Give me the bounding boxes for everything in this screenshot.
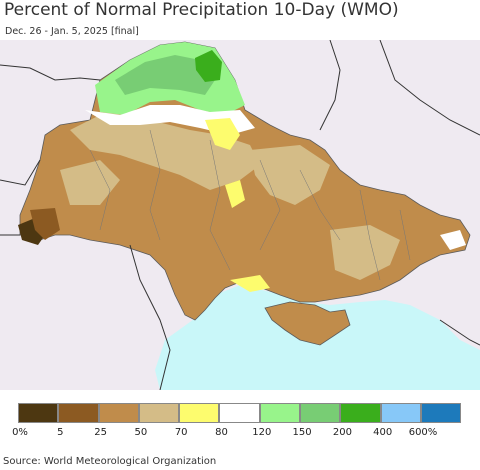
legend-swatch (179, 403, 220, 423)
legend-label: 80 (215, 427, 228, 438)
legend-swatch (98, 403, 139, 423)
legend-swatch (380, 403, 421, 423)
light-dry-area-north (70, 110, 260, 190)
legend (18, 403, 462, 423)
low-area-center (225, 180, 245, 208)
legend-swatch (420, 403, 462, 423)
legend-swatch (259, 403, 301, 423)
crimea-region (264, 301, 351, 346)
legend-label: 150 (292, 427, 312, 438)
legend-label: 0% (12, 427, 28, 438)
legend-label: 50 (134, 427, 148, 438)
country-borders (0, 40, 480, 390)
legend-swatch (138, 403, 180, 423)
light-dry-area-south (330, 225, 400, 280)
legend-label: 25 (94, 427, 107, 438)
legend-swatch (300, 403, 341, 423)
near-normal-area-east (440, 230, 466, 250)
legend-swatch (58, 403, 99, 423)
legend-swatch (340, 403, 381, 423)
legend-swatch (219, 403, 260, 423)
legend-label: 200 (332, 427, 352, 438)
legend-label: 5 (57, 427, 64, 438)
oblast-borders (89, 129, 411, 281)
legend-swatch (18, 403, 59, 423)
low-area-coast (230, 275, 270, 292)
wetter-area-north (115, 55, 215, 95)
source-note: Source: World Meteorological Organizatio… (3, 456, 217, 467)
legend-label: 400 (373, 427, 393, 438)
dry-area-west (30, 208, 60, 240)
light-dry-area-west (60, 160, 120, 205)
very-wet-area (195, 50, 222, 82)
low-area-north (205, 118, 240, 150)
map-subtitle: Dec. 26 - Jan. 5, 2025 [final] (5, 26, 139, 37)
legend-label: 600% (408, 427, 438, 438)
map-title: Percent of Normal Precipitation 10-Day (… (4, 0, 399, 20)
legend-label: 120 (252, 427, 272, 438)
precipitation-map (0, 40, 480, 390)
legend-label: 70 (174, 427, 188, 438)
